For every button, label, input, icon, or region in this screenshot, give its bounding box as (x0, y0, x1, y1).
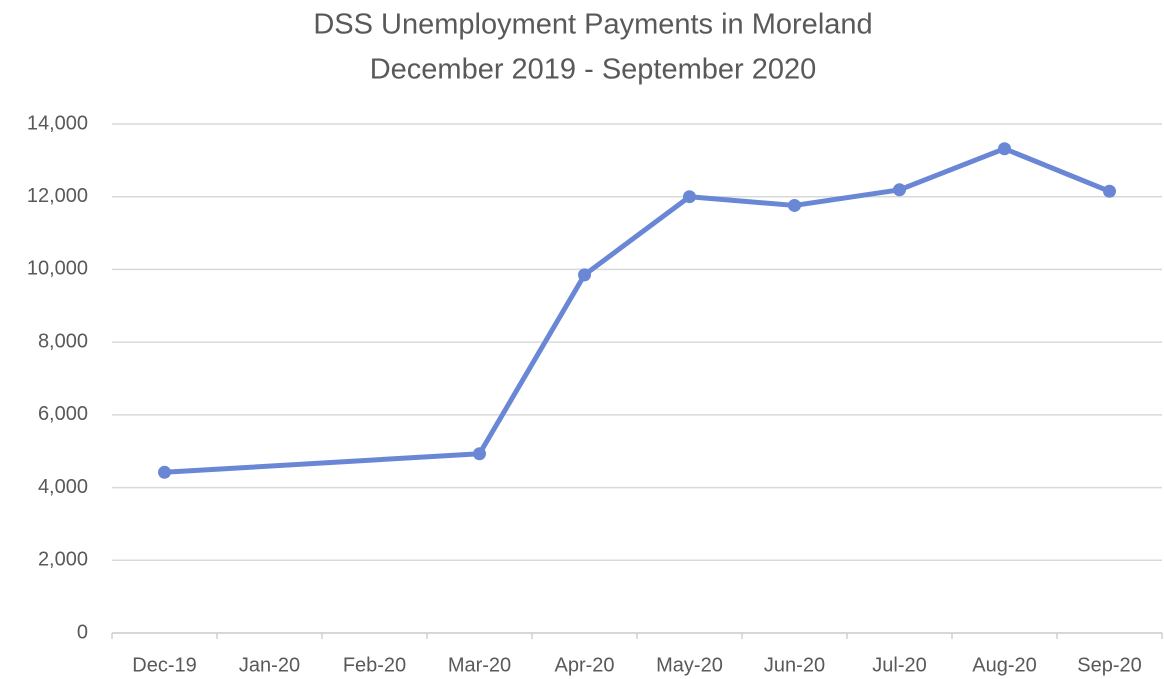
chart-subtitle: December 2019 - September 2020 (370, 54, 817, 86)
x-tick-label: Jan-20 (239, 654, 300, 676)
x-tick-label: Aug-20 (972, 654, 1037, 676)
series-line (164, 146, 1111, 475)
x-tick-label: Apr-20 (554, 654, 614, 676)
y-tick-label: 14,000 (27, 112, 88, 134)
point (683, 190, 696, 204)
point (893, 183, 906, 197)
x-tick-label: Jun-20 (764, 654, 825, 676)
x-tick-label: Jul-20 (872, 654, 926, 676)
x-tick-label: Feb-20 (343, 654, 406, 676)
point (1103, 184, 1116, 198)
chart-title: DSS Unemployment Payments in Moreland (313, 9, 872, 41)
x-tick-label: May-20 (656, 654, 723, 676)
x-tick-label: Sep-20 (1077, 654, 1142, 676)
y-tick-label: 6,000 (38, 403, 88, 425)
y-tick-label: 8,000 (38, 330, 88, 352)
x-tick-label: Dec-19 (132, 654, 196, 676)
y-tick-label: 0 (77, 621, 88, 643)
point (998, 142, 1011, 156)
point (788, 198, 801, 212)
y-tick-label: 10,000 (27, 258, 88, 280)
y-tick-label: 2,000 (38, 549, 88, 571)
point (473, 447, 486, 461)
y-tick-label: 12,000 (27, 185, 88, 207)
y-tick-label: 4,000 (38, 476, 88, 498)
point (578, 268, 591, 282)
x-tick-label: Mar-20 (448, 654, 511, 676)
point (158, 465, 171, 479)
